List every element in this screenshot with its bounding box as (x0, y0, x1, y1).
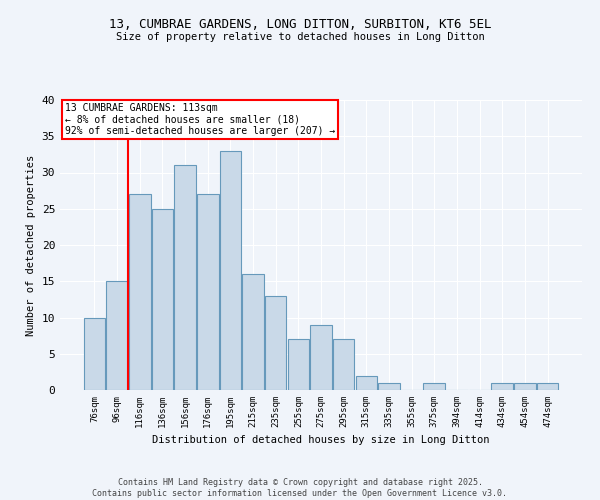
Y-axis label: Number of detached properties: Number of detached properties (26, 154, 36, 336)
Bar (220, 151, 241, 390)
Text: 13, CUMBRAE GARDENS, LONG DITTON, SURBITON, KT6 5EL: 13, CUMBRAE GARDENS, LONG DITTON, SURBIT… (109, 18, 491, 30)
Bar (310, 325, 332, 390)
Bar (265, 296, 286, 390)
Bar (491, 383, 513, 390)
Bar (242, 274, 264, 390)
Bar (129, 194, 151, 390)
Bar (197, 194, 218, 390)
Bar (333, 339, 355, 390)
Bar (378, 383, 400, 390)
Bar (152, 209, 173, 390)
Bar (175, 165, 196, 390)
Bar (106, 281, 128, 390)
Bar (84, 318, 105, 390)
Text: Contains HM Land Registry data © Crown copyright and database right 2025.
Contai: Contains HM Land Registry data © Crown c… (92, 478, 508, 498)
Text: 13 CUMBRAE GARDENS: 113sqm
← 8% of detached houses are smaller (18)
92% of semi-: 13 CUMBRAE GARDENS: 113sqm ← 8% of detac… (65, 103, 335, 136)
Bar (356, 376, 377, 390)
Text: Size of property relative to detached houses in Long Ditton: Size of property relative to detached ho… (116, 32, 484, 42)
Bar (287, 339, 309, 390)
Bar (424, 383, 445, 390)
Bar (537, 383, 558, 390)
X-axis label: Distribution of detached houses by size in Long Ditton: Distribution of detached houses by size … (152, 436, 490, 446)
Bar (514, 383, 536, 390)
